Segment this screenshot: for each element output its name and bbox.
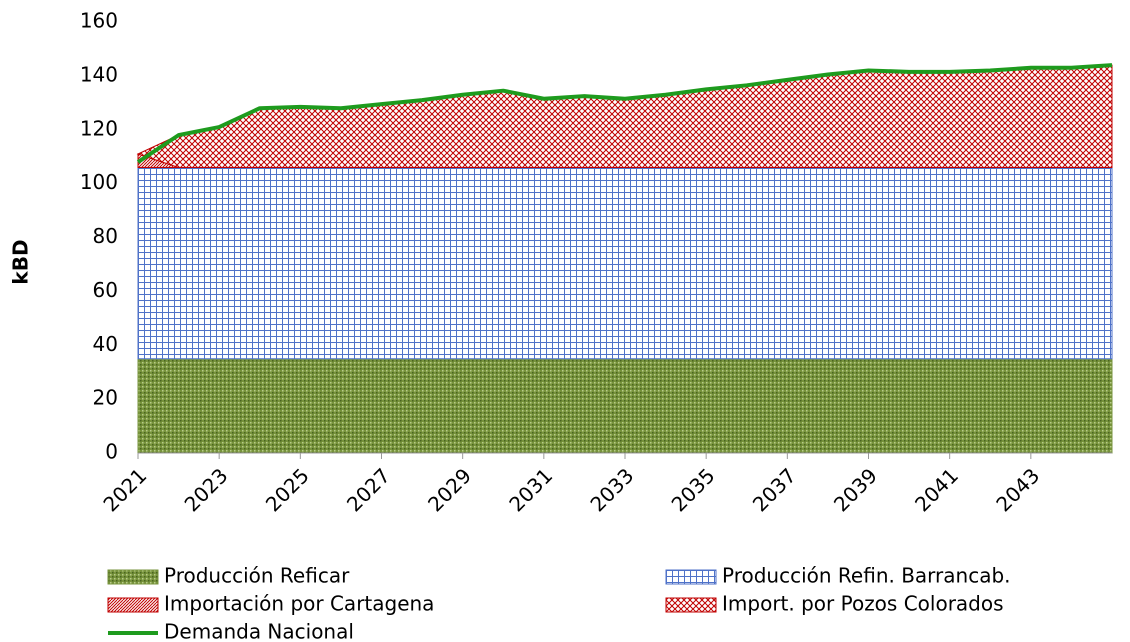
x-tick-label: 2035 xyxy=(667,463,720,516)
legend-label: Importación por Cartagena xyxy=(164,592,434,616)
y-tick-label: 120 xyxy=(80,116,118,140)
y-tick-label: 140 xyxy=(80,62,118,86)
y-tick-label: 100 xyxy=(80,170,118,194)
legend-swatch xyxy=(665,569,717,585)
y-axis-label: kBD xyxy=(9,239,33,284)
area xyxy=(137,358,1113,454)
x-tick-label: 2023 xyxy=(180,463,233,516)
legend-swatch xyxy=(665,597,717,613)
legend-label: Producción Reficar xyxy=(164,564,350,588)
y-tick-label: 0 xyxy=(105,440,118,464)
y-tick-label: 40 xyxy=(93,332,118,356)
legend-label: Producción Refin. Barrancab. xyxy=(722,564,1011,588)
x-tick-label: 2039 xyxy=(829,463,882,516)
x-tick-label: 2025 xyxy=(261,463,314,516)
x-tick-label: 2031 xyxy=(504,463,557,516)
legend-label: Demanda Nacional xyxy=(164,620,354,642)
area xyxy=(137,166,1113,360)
x-tick-label: 2037 xyxy=(748,463,801,516)
legend-swatch xyxy=(107,597,159,613)
x-tick-label: 2027 xyxy=(342,463,395,516)
y-tick-label: 80 xyxy=(93,224,118,248)
legend-swatch xyxy=(107,569,159,585)
x-tick-label: 2033 xyxy=(585,463,638,516)
y-tick-label: 160 xyxy=(80,9,118,33)
x-tick-label: 2043 xyxy=(991,463,1044,516)
line xyxy=(136,63,1113,164)
x-tick-label: 2029 xyxy=(423,463,476,516)
legend-label: Import. por Pozos Colorados xyxy=(722,592,1004,616)
area xyxy=(136,64,1113,168)
y-tick-label: 20 xyxy=(93,386,118,410)
y-tick-label: 60 xyxy=(93,278,118,302)
x-tick-label: 2041 xyxy=(910,463,963,516)
x-tick-label: 2021 xyxy=(98,463,151,516)
